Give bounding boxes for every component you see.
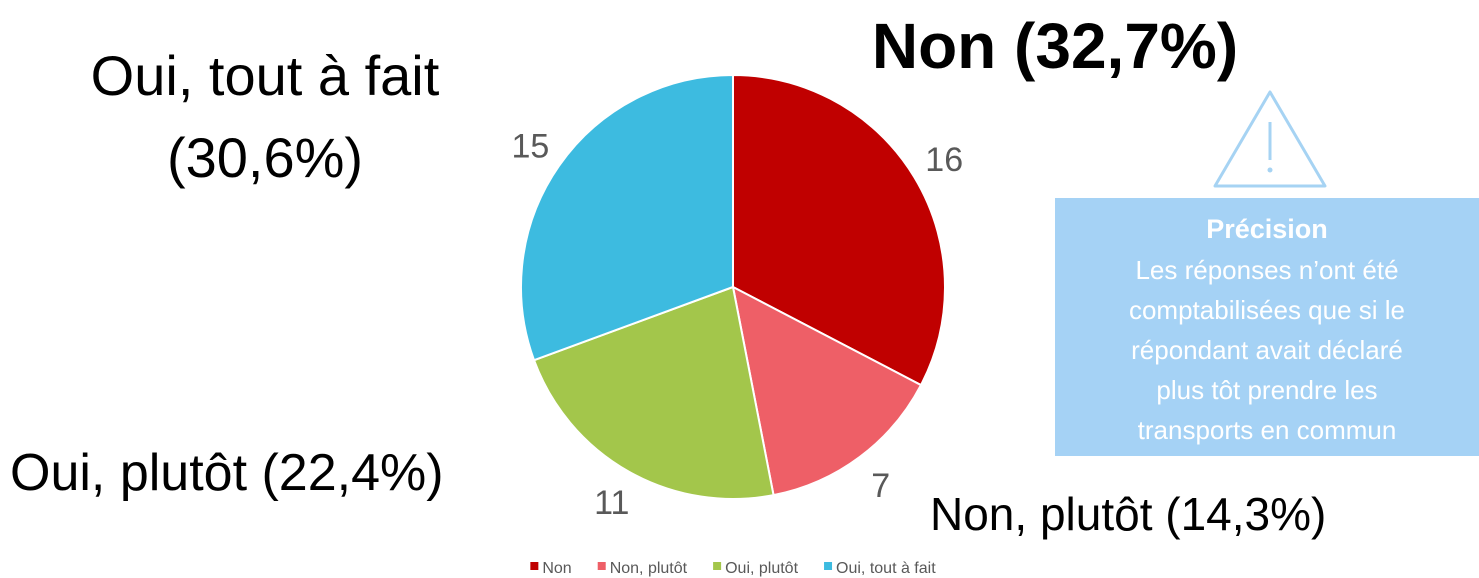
legend-swatch <box>597 562 606 570</box>
data-label: 11 <box>594 484 629 522</box>
data-label: 15 <box>512 128 550 166</box>
warning-icon <box>1213 90 1327 188</box>
annotation: Non, plutôt (14,3%) <box>930 488 1326 540</box>
pie-slice <box>520 73 734 362</box>
legend-label: Non, plutôt <box>610 560 688 577</box>
annotation: (30,6%) <box>167 126 363 189</box>
legend-swatch <box>713 562 722 570</box>
warning-dot <box>1267 167 1273 173</box>
legend-label: Oui, plutôt <box>725 560 798 577</box>
annotation: Oui, plutôt (22,4%) <box>10 444 444 502</box>
legend-swatch <box>530 562 539 570</box>
pie-slice <box>731 285 923 497</box>
data-label: 16 <box>925 141 963 179</box>
annotation: Non (32,7%) <box>872 10 1238 82</box>
pie-slice <box>732 73 946 387</box>
note-text: plus tôt prendre les <box>1156 375 1377 405</box>
note-text: transports en commun <box>1138 415 1397 445</box>
legend-label: Oui, tout à fait <box>836 560 936 577</box>
legend-label: Non <box>542 560 571 577</box>
data-label: 7 <box>871 467 890 505</box>
note-box <box>1055 198 1479 456</box>
pie-slice <box>532 285 775 500</box>
note-title: Précision <box>1206 214 1328 244</box>
note-text: répondant avait déclaré <box>1131 335 1403 365</box>
note-text: Les réponses n’ont été <box>1135 255 1398 285</box>
note-text: comptabilisées que si le <box>1129 295 1405 325</box>
annotation: Oui, tout à fait <box>91 44 440 107</box>
legend-swatch <box>824 562 833 570</box>
